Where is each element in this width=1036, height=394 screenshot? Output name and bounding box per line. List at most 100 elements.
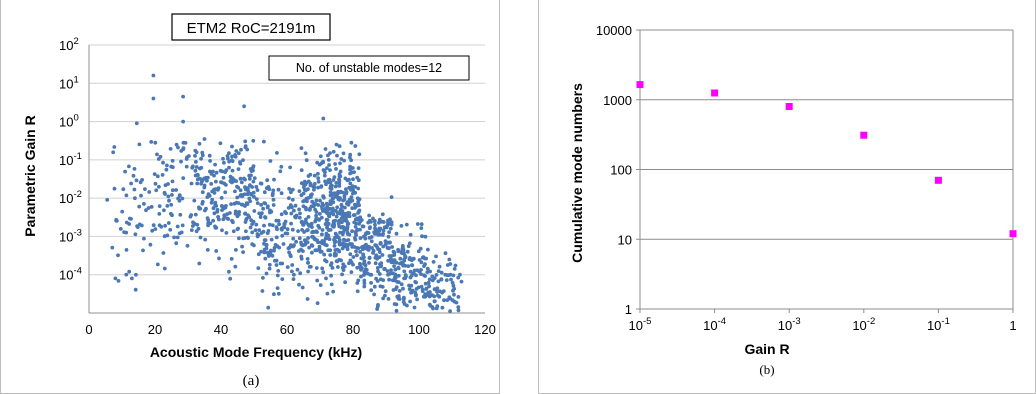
chart-a-point bbox=[329, 282, 334, 287]
chart-a-point bbox=[333, 162, 337, 166]
chart-a-point bbox=[402, 258, 407, 263]
chart-a-point bbox=[137, 142, 142, 147]
chart-a-point bbox=[122, 230, 126, 235]
chart-a-point bbox=[351, 188, 356, 193]
chart-a-point bbox=[198, 235, 203, 240]
chart-a-point bbox=[134, 121, 139, 126]
chart-a-point bbox=[377, 217, 382, 222]
chart-a-point bbox=[356, 202, 360, 206]
chart-a-point bbox=[230, 168, 235, 173]
chart-a-point bbox=[383, 289, 388, 294]
chart-a-point bbox=[229, 202, 234, 207]
chart-a-point bbox=[329, 273, 333, 278]
chart-a-point bbox=[216, 188, 220, 192]
chart-a-point bbox=[400, 244, 405, 249]
chart-a-point bbox=[448, 272, 453, 277]
chart-a-point bbox=[301, 204, 306, 209]
chart-a-point bbox=[276, 187, 281, 192]
chart-a-point bbox=[402, 302, 407, 306]
chart-a-point bbox=[331, 149, 336, 154]
chart-a-point bbox=[353, 224, 358, 229]
chart-a-point bbox=[189, 181, 194, 186]
chart-a-point bbox=[396, 280, 401, 285]
chart-a-point bbox=[304, 217, 308, 222]
chart-a-point bbox=[330, 183, 334, 188]
chart-a-point bbox=[341, 243, 346, 248]
chart-a-point bbox=[408, 269, 413, 274]
chart-a-point bbox=[394, 308, 399, 313]
chart-a-point bbox=[236, 185, 241, 190]
chart-a-point bbox=[328, 193, 333, 198]
chart-a-point bbox=[288, 253, 293, 258]
chart-a-point bbox=[113, 276, 118, 281]
chart-a-point bbox=[434, 273, 439, 277]
chart-a-point bbox=[377, 255, 382, 259]
chart-a-point bbox=[329, 186, 334, 191]
chart-a-point bbox=[412, 305, 417, 310]
chart-a-point bbox=[170, 165, 175, 170]
chart-a-point bbox=[306, 236, 310, 240]
chart-a-point bbox=[221, 175, 226, 180]
chart-a-point bbox=[291, 277, 296, 281]
chart-a-point bbox=[310, 199, 315, 204]
chart-a-point bbox=[329, 263, 333, 267]
chart-a-point bbox=[276, 269, 281, 273]
chart-a-point bbox=[206, 218, 211, 223]
chart-a-point bbox=[324, 259, 329, 264]
chart-a-point bbox=[318, 154, 323, 159]
chart-a-point bbox=[385, 269, 390, 273]
chart-a-point bbox=[436, 269, 441, 273]
chart-b-y-axis-label: Cumulative mode numbers bbox=[569, 83, 585, 263]
chart-a-point bbox=[193, 154, 197, 158]
chart-a-point bbox=[199, 165, 204, 170]
chart-a-point bbox=[163, 223, 168, 228]
chart-a-point bbox=[331, 289, 336, 294]
chart-a-point bbox=[230, 159, 235, 164]
chart-a-point bbox=[273, 258, 277, 263]
chart-a-point bbox=[267, 262, 272, 267]
chart-a-point bbox=[297, 215, 302, 220]
chart-a-point bbox=[322, 173, 327, 178]
chart-a-point bbox=[151, 73, 156, 78]
chart-a-point bbox=[211, 218, 216, 223]
chart-a-point bbox=[271, 188, 276, 193]
chart-a-point bbox=[352, 245, 357, 249]
chart-a-point bbox=[129, 181, 134, 186]
chart-a-point bbox=[399, 282, 404, 287]
chart-a-point bbox=[204, 206, 208, 211]
chart-a-point bbox=[232, 201, 237, 206]
chart-a-title-box bbox=[171, 13, 331, 41]
chart-a-panel: 102 101 100 10-1 10-2 10-3 10-4 0 20 40 60 80 100 12… bbox=[0, 0, 500, 394]
chart-a-point bbox=[205, 248, 210, 252]
chart-a-point bbox=[358, 227, 362, 232]
chart-a-point bbox=[220, 228, 224, 233]
chart-a-point bbox=[302, 230, 306, 234]
chart-a-point bbox=[154, 188, 159, 193]
chart-a-point bbox=[436, 279, 441, 284]
chart-a-point bbox=[238, 176, 243, 181]
chart-a-x-ticks: 0 20 40 60 80 100 120 bbox=[85, 322, 495, 337]
chart-a-point bbox=[176, 145, 180, 150]
chart-a-y-tick-label: 10-4 bbox=[59, 266, 82, 283]
chart-a-point bbox=[392, 278, 397, 283]
chart-a-point bbox=[347, 214, 352, 219]
chart-a-point bbox=[299, 220, 304, 225]
chart-a-point bbox=[272, 292, 276, 297]
chart-a-point bbox=[291, 236, 296, 241]
chart-a-point bbox=[161, 160, 165, 165]
chart-a-point bbox=[331, 212, 336, 217]
chart-a-point bbox=[305, 199, 309, 204]
chart-a-point bbox=[149, 205, 154, 209]
chart-a-point bbox=[302, 185, 306, 190]
chart-a-point bbox=[306, 222, 311, 227]
chart-a-point bbox=[348, 171, 352, 176]
chart-a-point bbox=[110, 245, 115, 250]
chart-a-point bbox=[416, 249, 421, 254]
chart-a-point bbox=[372, 292, 376, 297]
chart-a-point bbox=[396, 266, 401, 271]
chart-a-point bbox=[399, 224, 404, 228]
chart-a-point bbox=[131, 173, 136, 178]
chart-a-x-tick-label: 40 bbox=[214, 322, 228, 337]
chart-a-y-axis-label: Parametric Gain R bbox=[22, 115, 38, 236]
chart-a-point bbox=[424, 256, 428, 261]
